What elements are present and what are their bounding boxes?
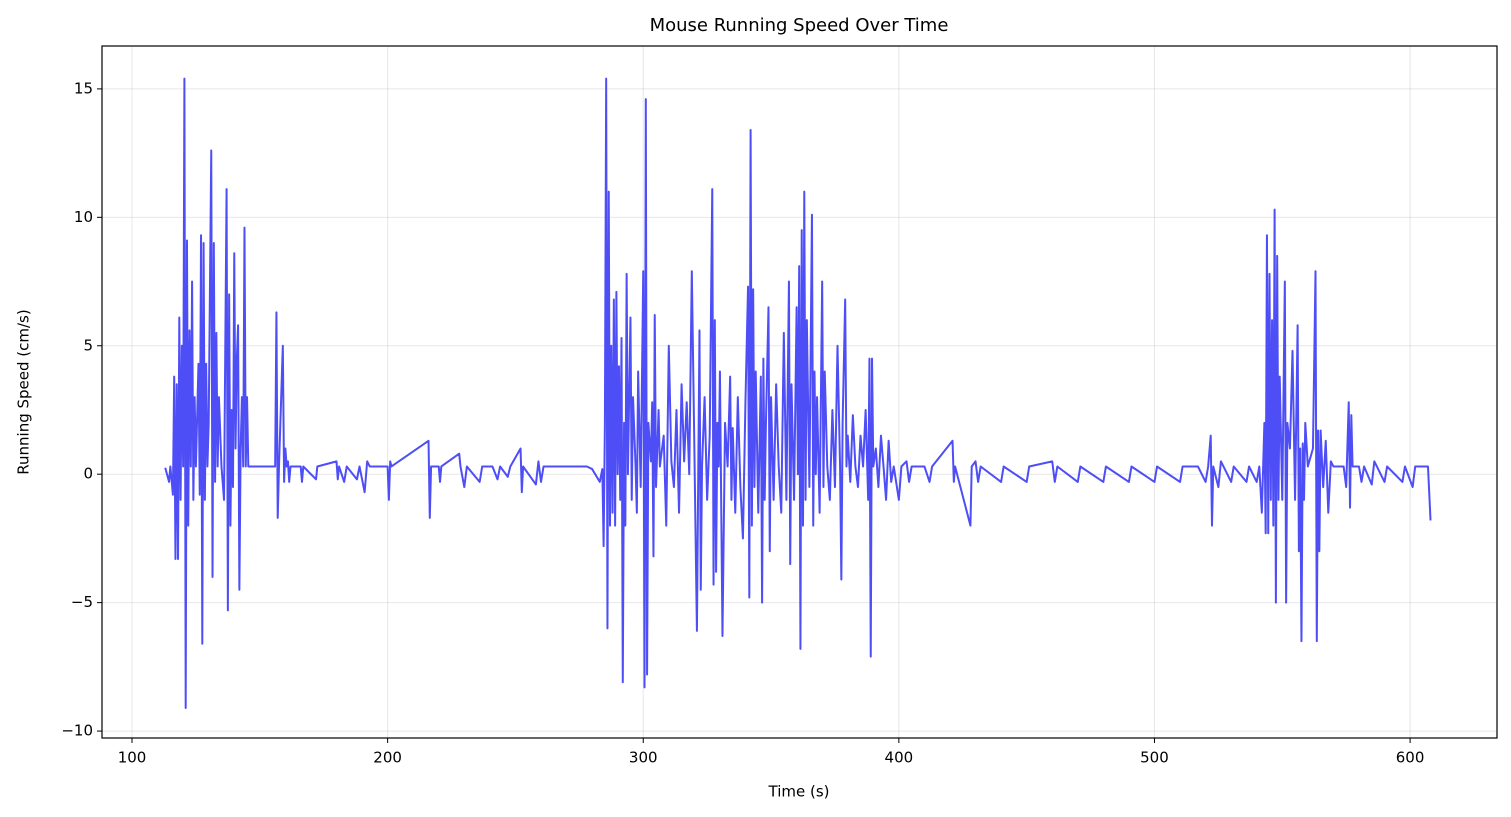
y-tick-label: −10 (61, 722, 93, 740)
x-tick-label: 100 (118, 749, 147, 767)
y-tick-label: 0 (83, 465, 93, 483)
x-tick-label: 500 (1140, 749, 1169, 767)
y-tick-label: 10 (74, 208, 93, 226)
y-tick-label: −5 (71, 593, 93, 611)
ticks: 100 200 300 400 500 600 −10 −5 0 5 10 15 (61, 79, 1424, 766)
x-tick-label: 300 (629, 749, 658, 767)
y-tick-label: 5 (83, 336, 93, 354)
y-tick-label: 15 (74, 79, 93, 97)
axes-frame (101, 45, 1498, 739)
chart-title: Mouse Running Speed Over Time (650, 15, 949, 36)
x-tick-label: 400 (885, 749, 914, 767)
x-tick-label: 600 (1396, 749, 1425, 767)
y-axis-label: Running Speed (cm/s) (15, 309, 33, 474)
x-axis-label: Time (s) (768, 783, 830, 801)
x-tick-label: 200 (373, 749, 402, 767)
plot-area (164, 77, 1432, 709)
data-line (164, 77, 1432, 709)
